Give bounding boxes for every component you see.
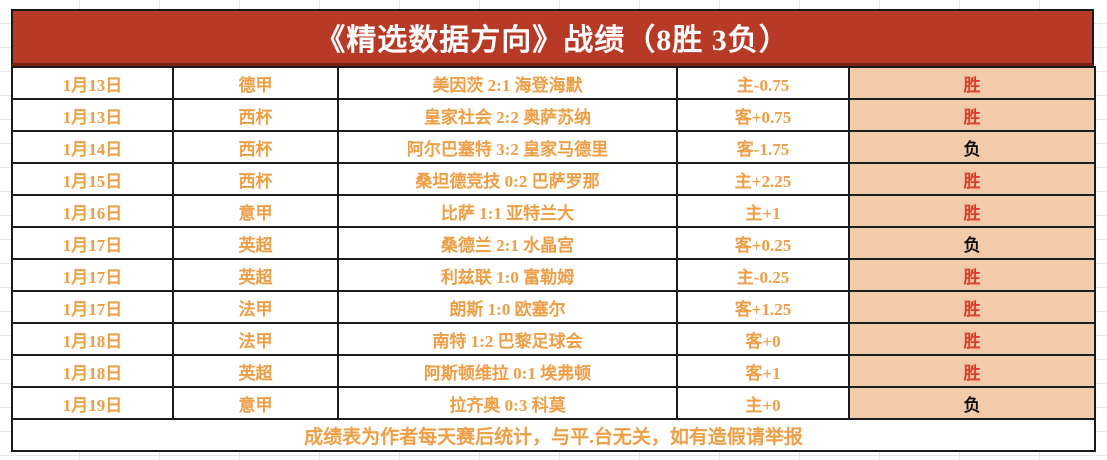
handicap-cell[interactable]: 客-1.75 [676,130,850,164]
handicap-cell[interactable]: 主+0 [676,386,850,420]
handicap-cell[interactable]: 主+2.25 [676,162,850,196]
page-title: 《精选数据方向》战绩（8胜 3负） [315,24,790,57]
result-cell[interactable]: 负 [848,130,1096,164]
date-cell[interactable]: 1月17日 [11,290,174,324]
result-cell[interactable]: 胜 [848,66,1096,100]
date-cell[interactable]: 1月18日 [11,322,174,356]
footer-disclaimer-cell[interactable]: 成绩表为作者每天赛后统计，与平.台无关，如有造假请举报 [11,418,1096,452]
handicap-cell[interactable]: 客+0.25 [676,226,850,260]
results-table-body: 1月13日 德甲 美因茨 2:1 海登海默 主-0.75 胜 1月13日 西杯 … [11,66,1096,420]
table-row: 1月17日 法甲 朗斯 1:0 欧塞尔 客+1.25 胜 [11,290,1096,324]
table-row: 1月17日 英超 桑德兰 2:1 水晶宫 客+0.25 负 [11,226,1096,260]
league-cell[interactable]: 英超 [172,226,339,260]
match-cell[interactable]: 阿尔巴塞特 3:2 皇家马德里 [337,130,678,164]
table-row: 1月19日 意甲 拉齐奥 0:3 科莫 主+0 负 [11,386,1096,420]
date-cell[interactable]: 1月17日 [11,226,174,260]
match-cell[interactable]: 比萨 1:1 亚特兰大 [337,194,678,228]
handicap-cell[interactable]: 客+1 [676,354,850,388]
result-cell[interactable]: 胜 [848,258,1096,292]
date-cell[interactable]: 1月17日 [11,258,174,292]
date-cell[interactable]: 1月13日 [11,66,174,100]
handicap-cell[interactable]: 客+0 [676,322,850,356]
match-cell[interactable]: 皇家社会 2:2 奥萨苏纳 [337,98,678,132]
date-cell[interactable]: 1月18日 [11,354,174,388]
match-cell[interactable]: 美因茨 2:1 海登海默 [337,66,678,100]
result-cell[interactable]: 负 [848,386,1096,420]
table-row: 1月13日 德甲 美因茨 2:1 海登海默 主-0.75 胜 [11,66,1096,100]
league-cell[interactable]: 法甲 [172,290,339,324]
date-cell[interactable]: 1月19日 [11,386,174,420]
match-cell[interactable]: 朗斯 1:0 欧塞尔 [337,290,678,324]
table-row: 1月13日 西杯 皇家社会 2:2 奥萨苏纳 客+0.75 胜 [11,98,1096,132]
league-cell[interactable]: 西杯 [172,98,339,132]
table-row: 1月17日 英超 利兹联 1:0 富勒姆 主-0.25 胜 [11,258,1096,292]
league-cell[interactable]: 英超 [172,258,339,292]
table-row: 1月15日 西杯 桑坦德竞技 0:2 巴萨罗那 主+2.25 胜 [11,162,1096,196]
match-cell[interactable]: 桑坦德竞技 0:2 巴萨罗那 [337,162,678,196]
table-row: 1月18日 英超 阿斯顿维拉 0:1 埃弗顿 客+1 胜 [11,354,1096,388]
match-cell[interactable]: 利兹联 1:0 富勒姆 [337,258,678,292]
results-card: 《精选数据方向》战绩（8胜 3负） 1月13日 德甲 美因茨 2:1 海登海默 … [11,9,1096,452]
date-cell[interactable]: 1月14日 [11,130,174,164]
date-cell[interactable]: 1月13日 [11,98,174,132]
table-row: 1月14日 西杯 阿尔巴塞特 3:2 皇家马德里 客-1.75 负 [11,130,1096,164]
handicap-cell[interactable]: 客+0.75 [676,98,850,132]
date-cell[interactable]: 1月16日 [11,194,174,228]
handicap-cell[interactable]: 客+1.25 [676,290,850,324]
league-cell[interactable]: 法甲 [172,322,339,356]
footer-row: 成绩表为作者每天赛后统计，与平.台无关，如有造假请举报 [11,418,1096,452]
title-banner: 《精选数据方向》战绩（8胜 3负） [11,9,1094,66]
league-cell[interactable]: 意甲 [172,194,339,228]
handicap-cell[interactable]: 主+1 [676,194,850,228]
league-cell[interactable]: 英超 [172,354,339,388]
results-table: 1月13日 德甲 美因茨 2:1 海登海默 主-0.75 胜 1月13日 西杯 … [11,66,1096,452]
league-cell[interactable]: 西杯 [172,130,339,164]
date-cell[interactable]: 1月15日 [11,162,174,196]
match-cell[interactable]: 阿斯顿维拉 0:1 埃弗顿 [337,354,678,388]
league-cell[interactable]: 西杯 [172,162,339,196]
table-row: 1月18日 法甲 南特 1:2 巴黎足球会 客+0 胜 [11,322,1096,356]
handicap-cell[interactable]: 主-0.25 [676,258,850,292]
match-cell[interactable]: 拉齐奥 0:3 科莫 [337,386,678,420]
result-cell[interactable]: 胜 [848,98,1096,132]
handicap-cell[interactable]: 主-0.75 [676,66,850,100]
result-cell[interactable]: 胜 [848,162,1096,196]
result-cell[interactable]: 胜 [848,322,1096,356]
league-cell[interactable]: 意甲 [172,386,339,420]
league-cell[interactable]: 德甲 [172,66,339,100]
table-row: 1月16日 意甲 比萨 1:1 亚特兰大 主+1 胜 [11,194,1096,228]
result-cell[interactable]: 负 [848,226,1096,260]
result-cell[interactable]: 胜 [848,354,1096,388]
match-cell[interactable]: 南特 1:2 巴黎足球会 [337,322,678,356]
result-cell[interactable]: 胜 [848,194,1096,228]
results-table-footer: 成绩表为作者每天赛后统计，与平.台无关，如有造假请举报 [11,418,1096,452]
match-cell[interactable]: 桑德兰 2:1 水晶宫 [337,226,678,260]
result-cell[interactable]: 胜 [848,290,1096,324]
